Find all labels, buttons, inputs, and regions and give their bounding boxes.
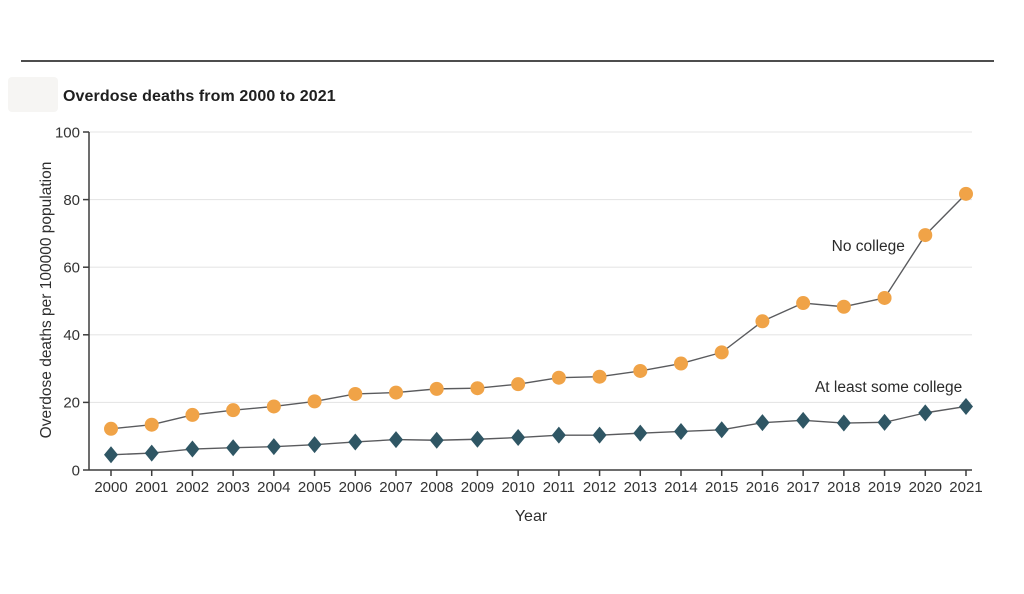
series-label-some-college: At least some college: [814, 378, 963, 396]
y-tick-label: 60: [63, 259, 80, 276]
x-tick-label: 2004: [257, 479, 290, 496]
data-point-no-college: [104, 421, 118, 436]
data-point-no-college: [348, 386, 363, 401]
y-tick-label: 80: [63, 192, 80, 209]
data-point-some-college: [144, 444, 159, 462]
series-line-no-college: [110, 193, 967, 430]
data-point-no-college: [551, 370, 566, 385]
x-tick-label: 2008: [420, 479, 453, 496]
x-tick-label: 2013: [624, 479, 657, 496]
data-point-no-college: [673, 356, 688, 371]
x-tick-label: 2000: [94, 479, 127, 496]
data-point-no-college: [796, 296, 811, 311]
data-point-no-college: [633, 363, 648, 378]
series-line-some-college: [110, 405, 967, 456]
data-point-no-college: [592, 369, 607, 384]
x-tick-label: 2009: [461, 479, 494, 496]
x-tick-label: 2011: [543, 479, 575, 496]
data-point-no-college: [388, 385, 403, 400]
x-tick-label: 2021: [949, 479, 982, 496]
y-tick-label: 0: [72, 462, 80, 479]
data-point-some-college: [470, 430, 485, 448]
data-point-some-college: [185, 440, 200, 458]
data-point-no-college: [918, 228, 933, 243]
data-point-some-college: [551, 426, 566, 444]
x-tick-label: 2010: [501, 479, 534, 496]
data-point-no-college: [185, 407, 200, 422]
data-point-some-college: [673, 422, 688, 440]
data-point-no-college: [144, 417, 159, 432]
y-tick-label: 40: [63, 327, 80, 344]
x-tick-label: 2002: [176, 479, 209, 496]
y-tick-label: 100: [55, 124, 80, 141]
data-point-some-college: [796, 411, 811, 429]
x-tick-label: 2007: [379, 479, 412, 496]
x-tick-label: 2017: [786, 479, 819, 496]
x-tick-label: 2014: [664, 479, 697, 496]
data-point-no-college: [470, 381, 485, 396]
series-label-no-college: No college: [831, 237, 905, 255]
x-tick-label: 2015: [705, 479, 738, 496]
faded-logo-placeholder: [8, 77, 58, 112]
data-point-some-college: [388, 431, 403, 449]
data-point-some-college: [592, 426, 607, 444]
data-point-no-college: [307, 394, 322, 409]
chart-title: Overdose deaths from 2000 to 2021: [63, 88, 336, 105]
data-point-no-college: [714, 345, 729, 360]
data-point-no-college: [755, 314, 770, 329]
x-axis-title: Year: [514, 508, 548, 525]
x-tick-label: 2012: [583, 479, 616, 496]
data-point-some-college: [836, 414, 851, 432]
x-tick-label: 2001: [135, 479, 168, 496]
top-divider-rule: [21, 60, 994, 62]
data-point-some-college: [226, 439, 241, 457]
x-tick-label: 2005: [298, 479, 331, 496]
data-point-some-college: [755, 414, 770, 432]
x-tick-label: 2018: [827, 479, 860, 496]
data-point-some-college: [877, 413, 892, 431]
data-point-no-college: [836, 299, 851, 314]
data-point-some-college: [511, 429, 526, 447]
data-point-some-college: [266, 438, 281, 456]
data-point-some-college: [307, 436, 322, 454]
data-point-no-college: [958, 186, 973, 201]
data-point-some-college: [714, 421, 729, 439]
x-tick-label: 2016: [746, 479, 779, 496]
data-point-some-college: [348, 433, 363, 451]
x-tick-label: 2019: [868, 479, 901, 496]
data-point-some-college: [429, 431, 444, 449]
data-point-some-college: [918, 404, 933, 422]
x-tick-label: 2020: [909, 479, 942, 496]
data-point-some-college: [104, 446, 118, 464]
x-tick-label: 2003: [216, 479, 249, 496]
x-tick-label: 2006: [339, 479, 372, 496]
data-point-no-college: [266, 399, 281, 414]
data-point-no-college: [511, 377, 526, 392]
data-point-no-college: [877, 290, 892, 305]
y-tick-label: 20: [63, 395, 80, 412]
data-point-some-college: [633, 424, 648, 442]
data-point-no-college: [429, 381, 444, 396]
data-point-some-college: [958, 397, 973, 415]
data-point-no-college: [226, 403, 241, 418]
